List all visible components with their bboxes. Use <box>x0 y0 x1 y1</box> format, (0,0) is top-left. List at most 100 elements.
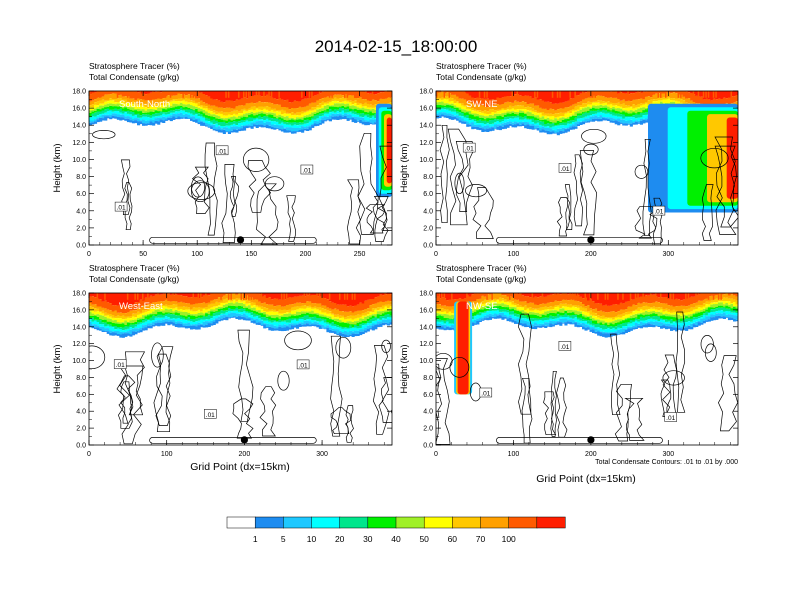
tracer-cell <box>278 128 282 131</box>
tracer-cell <box>720 99 724 105</box>
tracer-cell <box>453 115 457 117</box>
tracer-cell <box>496 293 500 300</box>
tracer-cell <box>356 109 360 113</box>
tracer-cell <box>245 299 249 304</box>
tracer-cell <box>599 107 603 111</box>
tracer-cell <box>506 316 510 319</box>
tracer-cell <box>629 93 633 102</box>
tracer-cell <box>561 293 564 300</box>
tracer-cell <box>177 106 181 110</box>
tracer-cell <box>491 112 495 116</box>
tracer-cell <box>627 105 631 108</box>
tracer-cell <box>227 313 231 318</box>
tracer-cell <box>735 91 738 95</box>
tracer-cell <box>571 104 575 109</box>
tracer-cell <box>526 124 530 129</box>
tracer-cell <box>250 114 254 118</box>
tracer-cell <box>275 99 279 105</box>
tracer-cell <box>536 128 540 131</box>
y-tick-label: 0.0 <box>423 243 433 250</box>
tracer-cell <box>476 313 480 315</box>
condensate-contour <box>89 345 106 370</box>
tracer-cell <box>268 121 272 126</box>
tracer-cell <box>602 117 606 121</box>
tracer-cell <box>164 312 168 315</box>
tracer-cell <box>364 293 368 301</box>
tracer-cell <box>89 112 93 117</box>
tracer-cell <box>443 112 447 116</box>
condensate-contour <box>634 164 649 179</box>
tracer-cell <box>152 120 156 123</box>
tracer-cell <box>346 306 350 312</box>
tracer-cell <box>321 305 325 309</box>
tracer-cell <box>466 105 470 109</box>
tracer-cell <box>142 300 146 306</box>
tracer-cell <box>346 311 350 317</box>
tracer-cell <box>298 122 302 125</box>
tracer-cell <box>529 310 533 312</box>
tracer-cell <box>359 324 363 328</box>
tracer-cell <box>351 105 355 110</box>
tracer-cell <box>597 100 601 103</box>
tracer-cell <box>225 107 229 112</box>
tracer-cell <box>514 116 518 118</box>
tracer-cell <box>212 313 216 317</box>
tracer-cell <box>283 110 287 114</box>
tracer-cell <box>717 98 721 107</box>
tracer-cell <box>569 120 573 124</box>
tracer-cell <box>333 112 337 115</box>
tracer-cell <box>114 329 118 332</box>
tracer-cell <box>288 316 292 319</box>
tracer-cell <box>486 304 490 307</box>
x-tick-label: 100 <box>161 451 173 458</box>
tracer-cell <box>131 293 135 305</box>
condensate-contour <box>556 197 570 237</box>
tracer-cell <box>248 293 252 297</box>
tracer-cell <box>361 110 365 114</box>
tracer-cell <box>99 91 103 98</box>
tracer-cell <box>192 325 196 330</box>
tracer-cell <box>260 119 264 121</box>
tracer-cell <box>534 125 538 129</box>
tracer-cell <box>245 307 249 311</box>
tracer-cell <box>159 92 163 99</box>
tracer-cell <box>195 318 199 322</box>
tracer-cell <box>594 115 598 119</box>
tracer-cell <box>589 120 593 122</box>
tracer-cell <box>629 113 633 117</box>
tracer-cell <box>212 110 216 113</box>
tracer-cell <box>356 98 360 103</box>
tracer-cell <box>336 321 340 326</box>
tracer-cell <box>293 131 297 134</box>
tracer-cell <box>114 316 118 319</box>
tracer-cell <box>705 91 707 98</box>
tracer-cell <box>458 112 462 116</box>
tracer-cell <box>306 115 310 118</box>
tracer-cell <box>220 293 222 300</box>
tracer-cell <box>609 114 613 118</box>
tracer-cell <box>238 311 242 314</box>
tracer-cell <box>126 116 130 119</box>
tracer-cell <box>488 311 492 314</box>
tracer-cell <box>197 309 201 313</box>
tracer-cell <box>240 128 244 131</box>
tracer-cell <box>215 127 219 130</box>
tracer-cell <box>346 114 350 118</box>
tracer-cell <box>371 326 375 331</box>
tracer-cell <box>212 91 216 100</box>
tracer-cell <box>152 308 156 312</box>
tracer-cell <box>376 296 380 303</box>
tracer-cell <box>549 306 553 310</box>
tracer-cell <box>152 307 156 309</box>
tracer-cell <box>245 295 249 300</box>
tracer-cell <box>384 310 388 313</box>
tracer-cell <box>235 114 239 118</box>
tracer-cell <box>301 313 305 318</box>
tracer-cell <box>441 293 445 298</box>
tracer-cell <box>215 308 219 312</box>
tracer-cell <box>549 91 553 103</box>
tracer-cell <box>531 293 534 300</box>
tracer-cell <box>521 112 525 118</box>
tracer-cell <box>139 299 143 308</box>
tracer-cell <box>361 315 365 319</box>
